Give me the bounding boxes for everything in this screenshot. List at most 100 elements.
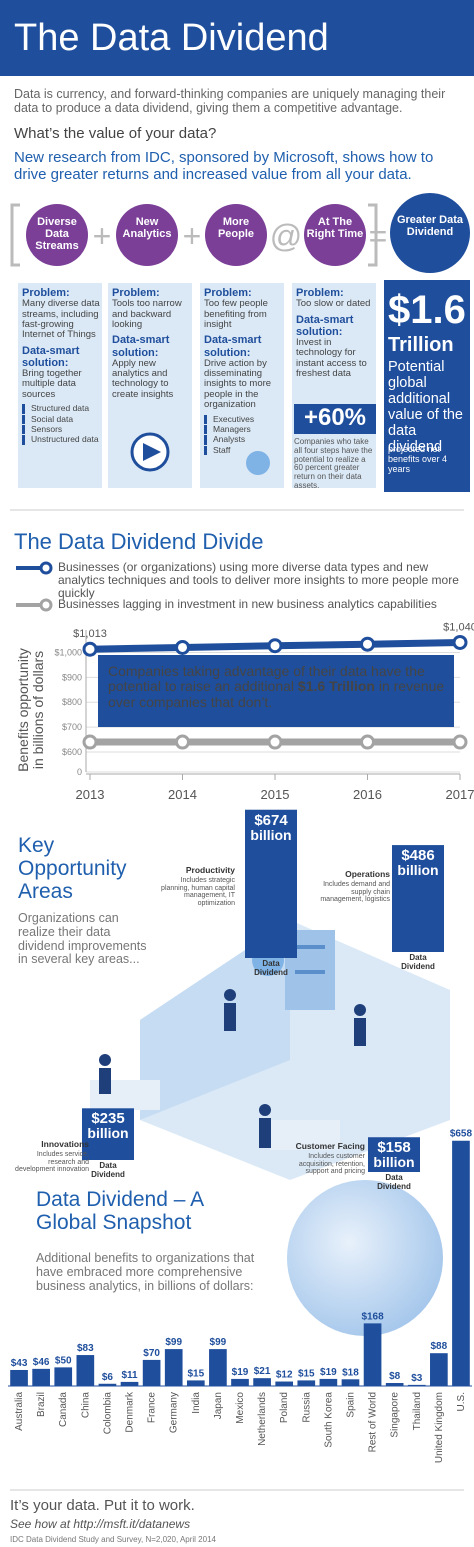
- pie-icon: [246, 451, 270, 475]
- solution-label: Data-smart solution:: [112, 334, 170, 359]
- stat-box: [294, 404, 376, 434]
- series-marker: [360, 636, 375, 652]
- value-label: $43: [11, 1358, 28, 1369]
- solution-label: Data-smart solution:: [204, 334, 262, 359]
- value-label: $50: [55, 1355, 72, 1366]
- bar: [209, 1349, 227, 1386]
- column: Problem: Too slow or dated Data-smart solu…: [296, 287, 374, 383]
- x-tick-label: Denmark: [125, 1391, 136, 1433]
- total-unit: Trillion: [388, 334, 454, 356]
- x-tick-label: 2017: [446, 787, 474, 802]
- bar: [275, 1381, 294, 1386]
- annotation-part: $1.6 Trillion: [297, 678, 375, 695]
- area-caption: Data Dividend: [254, 959, 288, 977]
- area-unit: billion: [87, 1125, 129, 1142]
- bar: [54, 1367, 73, 1386]
- area-value: $674: [254, 811, 288, 829]
- item: Analysts: [204, 435, 282, 445]
- value-label: $1,013: [73, 628, 107, 640]
- x-tick-label: Thailand: [412, 1392, 423, 1430]
- area-value: $158: [377, 1139, 411, 1157]
- area-value: $235: [91, 1110, 125, 1128]
- bar: [319, 1378, 338, 1386]
- value-label: $46: [33, 1357, 50, 1368]
- value-label: $8: [389, 1371, 401, 1382]
- area-bar: [82, 1108, 134, 1160]
- series-marker: [360, 734, 375, 750]
- value-label: $15: [298, 1368, 315, 1379]
- solution-text: Bring together multiple data sources: [22, 368, 82, 400]
- bar: [98, 1383, 117, 1386]
- area-caption: Data Dividend: [401, 953, 435, 971]
- x-tick-label: Japan: [213, 1392, 224, 1419]
- solution-text: Invest in technology for instant access …: [296, 336, 367, 380]
- value-label: $11: [121, 1370, 138, 1381]
- total-text: Potential global additional value of the…: [388, 359, 463, 455]
- legend-marker: [39, 561, 53, 575]
- link[interactable]: See how at http://msft.it/datanews: [10, 1517, 191, 1531]
- series-marker: [267, 734, 283, 750]
- solution-text: Drive action by disseminating insights t…: [204, 357, 272, 411]
- y-tick-label: $800: [62, 697, 82, 707]
- bar: [452, 1140, 470, 1386]
- bar: [142, 1359, 161, 1386]
- bar: [407, 1384, 426, 1386]
- step-label: More People: [217, 216, 255, 241]
- bracket: [10, 203, 20, 267]
- column-box: [292, 283, 376, 488]
- bar: [253, 1378, 271, 1386]
- item: Executives: [204, 414, 282, 425]
- illustration: [90, 920, 450, 1180]
- x-tick-label: Poland: [279, 1392, 290, 1423]
- x-tick-label: 2014: [168, 787, 197, 802]
- area-bar: [245, 809, 297, 958]
- area-detail: Includes customer acquisition, retention…: [298, 1153, 365, 1176]
- step-circle: [26, 204, 88, 266]
- value-label: $21: [254, 1366, 271, 1377]
- x-tick-label: United Kingdom: [434, 1392, 445, 1463]
- total-amount: $1.6: [388, 288, 466, 332]
- value-label: $1,040: [443, 621, 474, 633]
- y-tick-label: $600: [62, 747, 82, 757]
- area-value: $486: [401, 847, 435, 865]
- problem-label: Problem:: [22, 287, 70, 299]
- bar: [10, 1369, 28, 1386]
- series-marker: [267, 638, 283, 654]
- total-box: [384, 280, 470, 492]
- column-box: [18, 283, 102, 488]
- value-label: $18: [342, 1367, 359, 1378]
- x-tick-label: Germany: [169, 1392, 180, 1433]
- y-tick-label: $900: [62, 672, 82, 682]
- section-text: Organizations can realize their data div…: [18, 911, 147, 967]
- area-unit: billion: [397, 862, 439, 879]
- bar: [186, 1380, 205, 1386]
- value-label: $88: [431, 1341, 448, 1352]
- bar: [297, 1380, 316, 1386]
- area-caption: Data Dividend: [91, 1161, 125, 1179]
- x-tick-label: 2016: [353, 787, 382, 802]
- area-name: Operations: [345, 869, 390, 879]
- y-tick-label: 0: [77, 767, 82, 777]
- item: Structured data: [22, 403, 100, 414]
- bar: [164, 1349, 183, 1386]
- item: Managers: [204, 424, 282, 435]
- stat-text: Companies who take all four steps have t…: [294, 437, 373, 490]
- series-marker: [452, 734, 468, 750]
- area-detail: Includes strategic planning, human capit…: [161, 877, 235, 908]
- result-label: Greater Data Dividend: [396, 214, 464, 239]
- area-unit: billion: [373, 1154, 415, 1171]
- y-axis-label: Benefits opportunity: [15, 648, 31, 772]
- area-unit: billion: [250, 826, 292, 843]
- legend-marker: [39, 598, 53, 612]
- source: IDC Data Dividend Study and Survey, N=2,…: [10, 1535, 216, 1544]
- x-tick-label: France: [147, 1392, 158, 1424]
- subtitle: Additional benefits to organizations tha…: [36, 1251, 255, 1293]
- area-bar: [368, 1137, 420, 1172]
- value-label: $83: [77, 1343, 94, 1354]
- area-bar: [392, 845, 444, 952]
- y-axis-label: in billions of dollars: [30, 651, 46, 769]
- step-circle: [304, 204, 366, 266]
- research: New research from IDC, sponsored by Micr…: [14, 149, 434, 183]
- x-tick-label: Singapore: [390, 1392, 401, 1438]
